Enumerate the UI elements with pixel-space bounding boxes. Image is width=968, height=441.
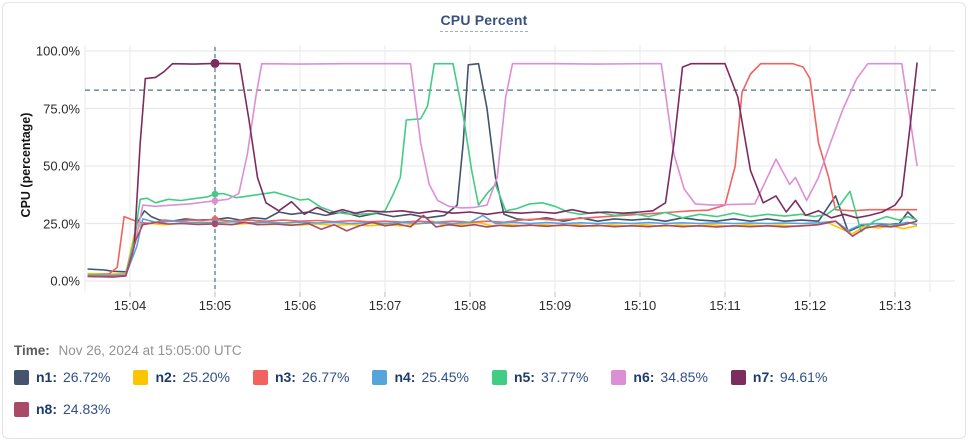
- legend-swatch-n4: [372, 369, 388, 385]
- y-tick-label: 25.0%: [43, 216, 80, 231]
- x-tick-label: 15:11: [709, 298, 741, 313]
- x-tick-label: 15:07: [368, 298, 402, 313]
- legend-swatch-n1: [14, 369, 29, 385]
- legend-swatch-n6: [611, 369, 627, 385]
- x-tick-label: 15:05: [198, 298, 232, 313]
- legend-item-n6[interactable]: n6: 34.85%: [611, 369, 708, 385]
- x-tick-label: 15:13: [878, 298, 912, 313]
- y-tick-label: 100.0%: [35, 43, 80, 59]
- legend-value: 25.20%: [182, 369, 230, 385]
- crosshair-dot-n8: [211, 220, 219, 228]
- x-tick-label: 15:04: [113, 298, 147, 313]
- legend-item-n1[interactable]: n1: 26.72%: [14, 369, 110, 385]
- series-line-n8[interactable]: [87, 214, 918, 278]
- legend-label: n7:: [752, 369, 774, 385]
- y-axis-title: CPU (percentage): [19, 112, 33, 218]
- legend-item-n7[interactable]: n7: 94.61%: [730, 369, 828, 385]
- x-tick-label: 15:12: [793, 298, 827, 313]
- series-line-n1[interactable]: [87, 62, 918, 273]
- legend-label: n4:: [394, 369, 416, 385]
- x-tick-label: 15:10: [623, 298, 657, 313]
- time-value: Nov 26, 2024 at 15:05:00 UTC: [58, 343, 242, 358]
- legend-row-1: n1: 26.72% n2: 25.20% n3: 26.77% n4: 25.45% n5: 3…: [14, 369, 827, 385]
- legend-label: n6:: [633, 369, 655, 385]
- legend-item-n5[interactable]: n5: 37.77%: [491, 369, 589, 385]
- x-tick-label: 15:06: [283, 298, 317, 313]
- crosshair-dot-n6: [211, 197, 219, 205]
- series-line-n4[interactable]: [87, 214, 918, 277]
- legend-value: 26.77%: [301, 369, 350, 385]
- legend-swatch-n5: [491, 369, 507, 385]
- y-tick-label: 50.0%: [43, 158, 80, 174]
- legend-label: n1:: [36, 369, 57, 385]
- legend-label: n5:: [513, 369, 535, 385]
- time-label: Time:: [14, 343, 50, 358]
- legend-value: 24.83%: [63, 401, 111, 417]
- time-readout: Time: Nov 26, 2024 at 15:05:00 UTC: [14, 343, 242, 358]
- legend-item-n3[interactable]: n3: 26.77%: [252, 369, 350, 385]
- x-tick-label: 15:08: [453, 298, 487, 313]
- legend-item-n4[interactable]: n4: 25.45%: [372, 369, 469, 385]
- x-tick-label: 15:09: [538, 298, 572, 313]
- series-line-n6[interactable]: [87, 62, 918, 277]
- chart-title[interactable]: CPU Percent: [440, 12, 528, 32]
- series-line-n5[interactable]: [87, 62, 918, 276]
- y-tick-label: 75.0%: [43, 101, 80, 116]
- legend-swatch-n2: [133, 369, 149, 385]
- legend-value: 26.72%: [63, 369, 111, 385]
- legend-swatch-n3: [252, 369, 268, 385]
- legend-value: 37.77%: [540, 369, 589, 385]
- series-line-n2[interactable]: [87, 220, 918, 275]
- legend-label: n2:: [155, 369, 177, 385]
- crosshair-dot-n5: [211, 190, 219, 198]
- legend-item-n2[interactable]: n2: 25.20%: [133, 369, 230, 385]
- crosshair-dot-n7: [210, 58, 220, 68]
- legend-row-2: n8: 24.83%: [14, 401, 110, 417]
- series-line-n7[interactable]: [87, 62, 918, 278]
- legend-item-n8[interactable]: n8: 24.83%: [14, 401, 110, 417]
- legend-swatch-n7: [730, 369, 746, 385]
- series-line-n3[interactable]: [87, 62, 918, 276]
- legend-label: n3:: [274, 369, 296, 385]
- legend-label: n8:: [36, 401, 57, 417]
- legend-value: 34.85%: [660, 369, 708, 385]
- y-tick-label: 0.0%: [50, 273, 80, 289]
- legend-value: 94.61%: [779, 369, 828, 385]
- legend-swatch-n8: [14, 401, 29, 417]
- legend-value: 25.45%: [421, 369, 469, 385]
